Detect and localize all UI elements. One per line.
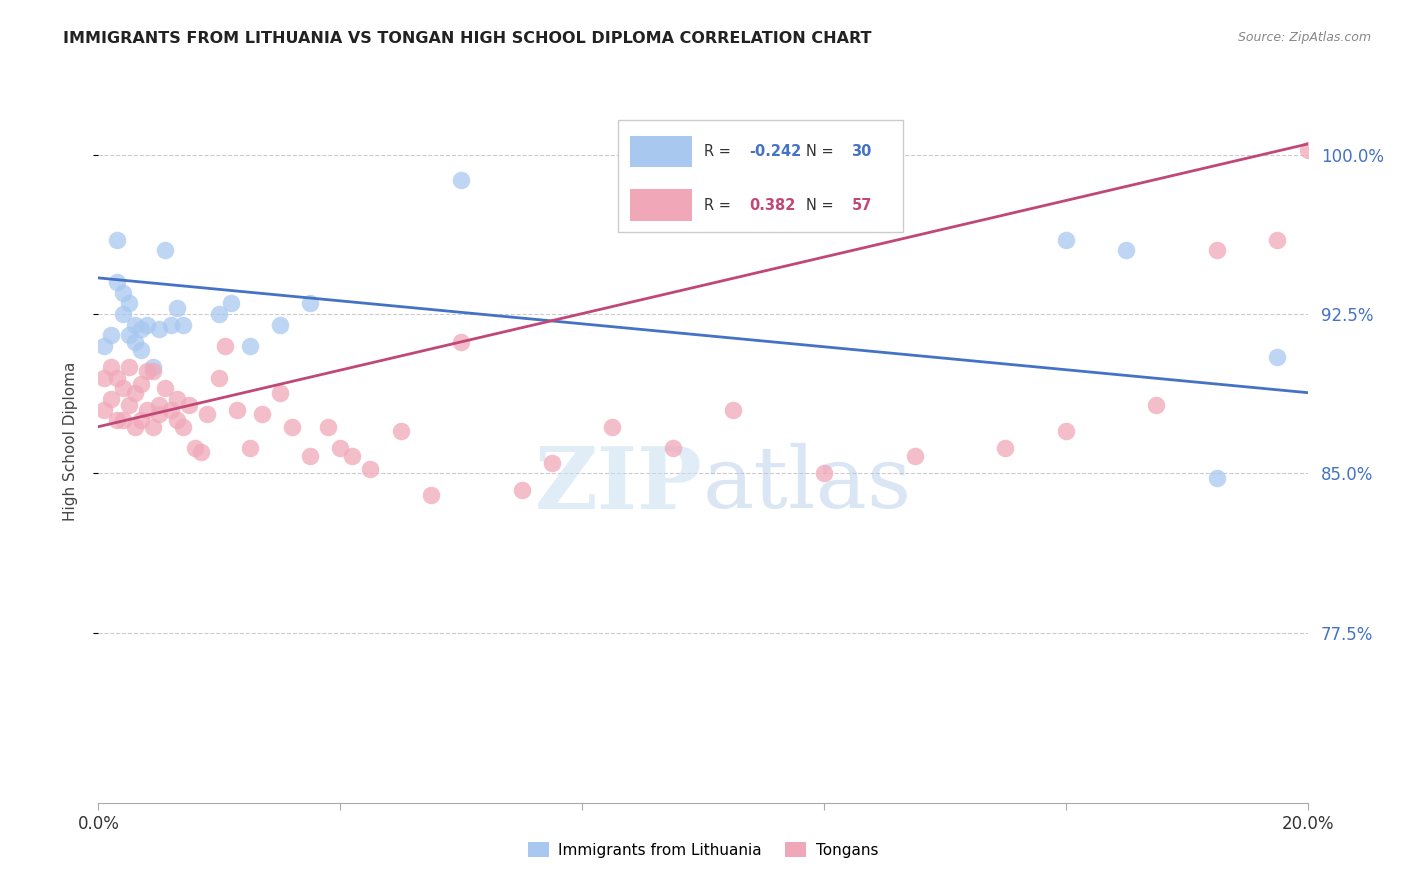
Point	[360, 462, 382, 476]
Point	[105, 233, 128, 247]
Point	[269, 318, 291, 332]
Point	[124, 334, 146, 349]
Point	[1267, 233, 1289, 247]
Point	[342, 450, 364, 464]
Point	[208, 307, 231, 321]
Point	[239, 339, 262, 353]
Point	[124, 385, 146, 400]
Point	[299, 450, 322, 464]
Legend: Immigrants from Lithuania, Tongans: Immigrants from Lithuania, Tongans	[522, 836, 884, 863]
Point	[105, 413, 128, 427]
Point	[124, 318, 146, 332]
Point	[329, 441, 352, 455]
Point	[129, 343, 152, 358]
Point	[1206, 470, 1229, 484]
Point	[160, 402, 183, 417]
Point	[190, 445, 212, 459]
Point	[166, 392, 188, 406]
Point	[135, 402, 157, 417]
Text: IMMIGRANTS FROM LITHUANIA VS TONGAN HIGH SCHOOL DIPLOMA CORRELATION CHART: IMMIGRANTS FROM LITHUANIA VS TONGAN HIGH…	[63, 31, 872, 46]
Point	[299, 296, 322, 310]
Point	[172, 419, 194, 434]
Point	[1144, 398, 1167, 412]
Point	[153, 244, 176, 258]
Point	[129, 322, 152, 336]
Point	[221, 296, 243, 310]
Point	[111, 307, 134, 321]
Point	[129, 413, 152, 427]
Point	[250, 407, 273, 421]
Point	[148, 407, 170, 421]
Point	[100, 360, 122, 375]
Point	[105, 275, 128, 289]
Point	[661, 441, 683, 455]
Point	[813, 467, 835, 481]
Point	[316, 419, 339, 434]
Point	[93, 402, 115, 417]
Point	[160, 318, 183, 332]
Point	[118, 328, 141, 343]
Point	[723, 402, 745, 417]
Point	[166, 413, 188, 427]
Point	[148, 322, 170, 336]
Point	[631, 169, 654, 183]
Point	[153, 381, 176, 395]
Point	[148, 398, 170, 412]
Point	[142, 364, 165, 378]
Point	[166, 301, 188, 315]
Point	[602, 419, 624, 434]
Point	[389, 424, 412, 438]
Point	[510, 483, 533, 498]
Point	[105, 371, 128, 385]
Point	[111, 381, 134, 395]
Point	[118, 296, 141, 310]
Point	[111, 413, 134, 427]
Point	[135, 318, 157, 332]
Point	[100, 392, 122, 406]
Point	[184, 441, 207, 455]
Point	[129, 377, 152, 392]
Point	[195, 407, 218, 421]
Point	[1267, 350, 1289, 364]
Text: atlas: atlas	[703, 443, 912, 526]
Point	[100, 328, 122, 343]
Point	[994, 441, 1017, 455]
Point	[179, 398, 201, 412]
Point	[239, 441, 262, 455]
Point	[1115, 244, 1137, 258]
Point	[1296, 144, 1319, 158]
Point	[450, 334, 472, 349]
Text: Source: ZipAtlas.com: Source: ZipAtlas.com	[1237, 31, 1371, 45]
Point	[1054, 424, 1077, 438]
Point	[1206, 244, 1229, 258]
Point	[420, 488, 443, 502]
Point	[208, 371, 231, 385]
Point	[172, 318, 194, 332]
Point	[111, 285, 134, 300]
Point	[269, 385, 291, 400]
Point	[540, 456, 562, 470]
Point	[118, 398, 141, 412]
Point	[118, 360, 141, 375]
Text: ZIP: ZIP	[536, 443, 703, 527]
Point	[142, 360, 165, 375]
Point	[124, 419, 146, 434]
Point	[904, 450, 927, 464]
Y-axis label: High School Diploma: High School Diploma	[63, 362, 77, 521]
Point	[226, 402, 249, 417]
Point	[1054, 233, 1077, 247]
Point	[142, 419, 165, 434]
Point	[214, 339, 236, 353]
Point	[135, 364, 157, 378]
Point	[93, 339, 115, 353]
Point	[450, 173, 472, 187]
Point	[93, 371, 115, 385]
Point	[281, 419, 304, 434]
